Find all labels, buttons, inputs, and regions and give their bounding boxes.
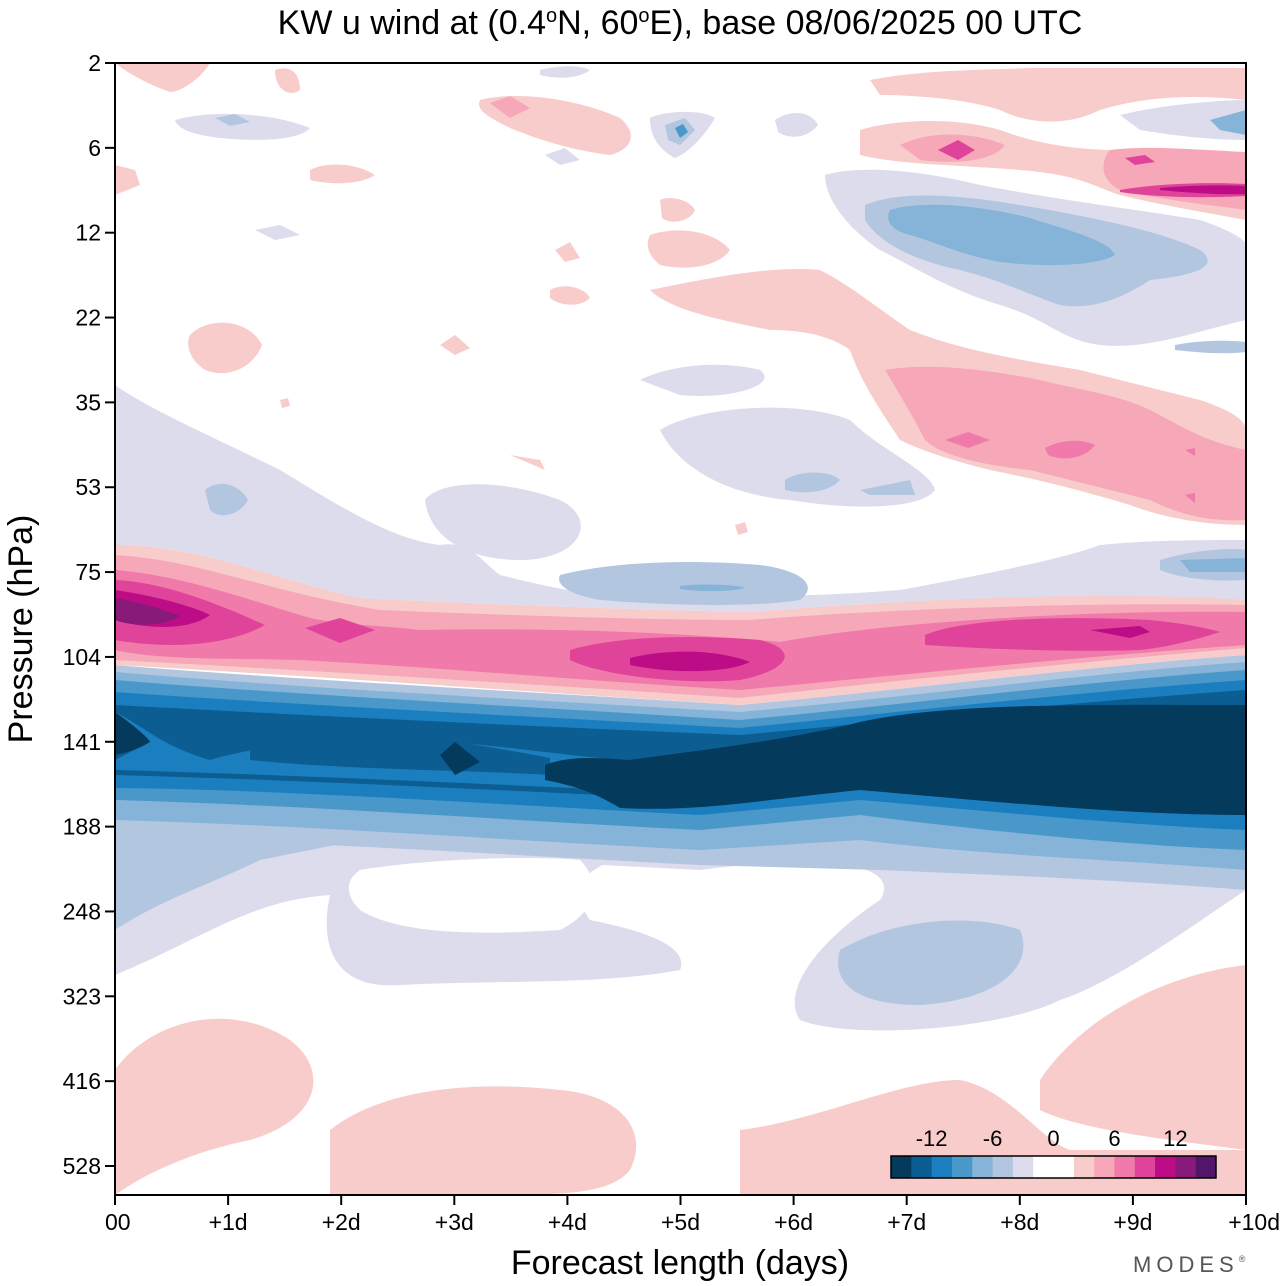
- colorbar-swatch: [1114, 1156, 1136, 1178]
- contour-upper-wly-11: [115, 63, 300, 94]
- y-tick-label: 141: [63, 729, 101, 755]
- colorbar-swatch: [1155, 1156, 1176, 1178]
- contour-strat-ely-8: [785, 472, 915, 495]
- colorbar-swatch: [1094, 1156, 1115, 1178]
- contour-lower-westerly-right: [1040, 965, 1246, 1150]
- x-tick-label: +6d: [774, 1209, 813, 1235]
- contour-strat-ely-10: [1180, 558, 1246, 572]
- colorbar-swatch: [1073, 1156, 1095, 1178]
- contour-upper-wly-4: [870, 68, 1246, 122]
- colorbar-swatch: [951, 1156, 973, 1178]
- y-tick-label: 53: [75, 474, 101, 500]
- colorbar-tick-label: 0: [1047, 1126, 1059, 1151]
- y-tick-label: 6: [88, 135, 101, 161]
- y-tick-label: 323: [63, 983, 101, 1009]
- colorbar-swatch: [911, 1156, 933, 1178]
- contour-field: [115, 63, 1246, 1195]
- x-tick-label: +3d: [435, 1209, 474, 1235]
- contour-jet-core-left: [115, 712, 550, 775]
- colorbar-swatch: [1053, 1156, 1075, 1178]
- contour-upper-ely-9: [675, 124, 688, 138]
- contour-lower-westerly-left: [115, 1018, 314, 1195]
- contour-upper-ely-4: [1120, 100, 1246, 140]
- x-tick-label: +9d: [1113, 1209, 1152, 1235]
- contour-strat-ely-7: [205, 483, 248, 516]
- colorbar-swatch: [992, 1156, 1014, 1178]
- y-tick-label: 35: [75, 389, 101, 415]
- contour-upper-wly-3: [945, 432, 1195, 503]
- contour-wly-l6: [115, 598, 180, 625]
- y-tick-label: 188: [63, 814, 101, 840]
- contour-upper-wly-10: [490, 96, 530, 118]
- contour-lower-westerly-mid: [330, 1086, 637, 1195]
- colorbar-swatch: [891, 1156, 912, 1178]
- colorbar-swatch: [931, 1156, 953, 1178]
- colorbar-swatch: [972, 1156, 994, 1178]
- x-axis: 00 +1d +2d +3d +4d +5d +6d +7d +8d +9d +10d: [105, 1195, 1280, 1235]
- y-tick-label: 528: [63, 1153, 101, 1179]
- x-tick-label: +5d: [661, 1209, 700, 1235]
- y-tick-label: 12: [75, 220, 101, 246]
- colorbar-frame: [890, 1155, 1217, 1179]
- colorbar-swatch: [1012, 1156, 1034, 1178]
- x-tick-label: +4d: [548, 1209, 587, 1235]
- contour-strat-ely-5: [559, 562, 808, 605]
- contour-upper-ely-6: [1175, 340, 1246, 354]
- y-axis-label: Pressure (hPa): [2, 515, 40, 744]
- contour-wly-l3: [115, 570, 1246, 690]
- y-tick-label: 248: [63, 898, 101, 924]
- x-tick-label: +7d: [887, 1209, 926, 1235]
- chart-title: KW u wind at (0.4oN, 60oE), base 08/06/2…: [278, 4, 1083, 42]
- contour-strat-ely-3: [660, 407, 935, 507]
- y-tick-label: 416: [63, 1068, 101, 1094]
- contour-upper-ely-3: [888, 204, 1115, 266]
- contour-upper-wly-8: [1160, 185, 1246, 195]
- x-tick-label: +10d: [1228, 1209, 1280, 1235]
- contour-strat-ely-6: [680, 584, 745, 592]
- brand-logo-text: MODES®: [1133, 1252, 1246, 1277]
- y-tick-label: 104: [63, 644, 102, 670]
- colorbar: -12 -6 0 6 12: [890, 1126, 1217, 1179]
- contour-strat-ely-2: [425, 484, 581, 560]
- colorbar-tick-label: 12: [1163, 1126, 1187, 1151]
- contour-blank-1: [348, 858, 594, 933]
- contour-strat-ely-1: [115, 385, 1246, 612]
- contour-jet-core: [115, 704, 1246, 815]
- colorbar-swatch: [1195, 1156, 1217, 1178]
- y-tick-label: 22: [75, 305, 101, 331]
- colorbar-tick-label: 6: [1108, 1126, 1120, 1151]
- y-axis: 2 6 12 22 35 53 75 104 141 188 248 323 416 528: [63, 50, 115, 1179]
- colorbar-swatch: [1134, 1156, 1156, 1178]
- contour-mid-easterly-3: [838, 920, 1024, 1005]
- x-axis-label: Forecast length (days): [511, 1244, 849, 1282]
- contour-upper-ely-5: [1210, 110, 1246, 135]
- x-tick-label: +8d: [1000, 1209, 1039, 1235]
- x-tick-label: 00: [105, 1209, 131, 1235]
- contour-upper-wly-12: [115, 164, 748, 536]
- x-tick-label: +2d: [322, 1209, 361, 1235]
- contour-strat-ely-4: [640, 364, 765, 396]
- colorbar-tick-label: -6: [983, 1126, 1003, 1151]
- colorbar-swatch: [1175, 1156, 1197, 1178]
- y-tick-label: 75: [75, 559, 101, 585]
- y-tick-label: 2: [88, 50, 101, 76]
- colorbar-swatch: [1033, 1156, 1054, 1178]
- colorbar-tick-label: -12: [916, 1126, 948, 1151]
- x-tick-label: +1d: [209, 1209, 248, 1235]
